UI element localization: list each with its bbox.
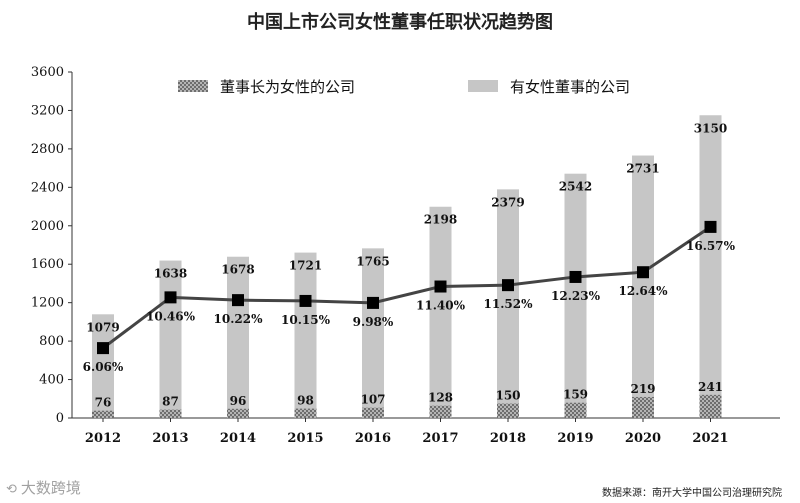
- ratio-line: [97, 220, 717, 355]
- x-tick-label: 2015: [287, 431, 323, 446]
- y-tick-label: 1600: [31, 257, 64, 272]
- ratio-label: 6.06%: [83, 360, 124, 374]
- ratio-label: 12.23%: [551, 289, 601, 303]
- ratio-label: 9.98%: [353, 315, 394, 329]
- data-label-women-director: 1079: [86, 320, 119, 334]
- bar-women-chair: [632, 396, 654, 418]
- x-tick-label: 2019: [557, 431, 593, 446]
- source-note: 数据来源：南开大学中国公司治理研究院: [602, 488, 782, 499]
- data-label-women-chair: 87: [162, 395, 179, 409]
- axes: 0 400 800 1200 1600 2000 2400 2800 3200 3600 2012 2…: [31, 65, 780, 446]
- bar-women-chair: [362, 407, 384, 418]
- x-tick-label: 2021: [692, 431, 728, 446]
- bar-women-director: [429, 206, 452, 418]
- x-tick-label: 2014: [220, 431, 256, 446]
- ratio-label: 11.52%: [484, 297, 534, 311]
- bar-women-director: [497, 189, 519, 418]
- bar-women-director: [362, 248, 384, 418]
- ratio-marker: [502, 279, 514, 292]
- data-labels: 1079 1638 1678 1721 1765 2198 2379 2542 2731 3150…: [83, 121, 736, 409]
- y-tick-label: 2000: [31, 219, 64, 234]
- y-tick-label: 2800: [31, 142, 64, 157]
- bar-women-chair: [92, 410, 114, 418]
- x-tick-label: 2020: [625, 431, 661, 446]
- y-tick-label: 3600: [31, 65, 64, 80]
- data-label-women-chair: 96: [230, 394, 247, 408]
- watermark-text: 大数跨境: [20, 479, 81, 497]
- legend-label-women-chair: 董事长为女性的公司: [220, 78, 355, 96]
- data-label-women-director: 2198: [424, 213, 457, 227]
- bar-women-chair: [429, 405, 452, 418]
- ratio-marker: [164, 291, 177, 304]
- data-label-women-director: 2379: [491, 195, 524, 209]
- data-label-women-director: 2542: [559, 180, 592, 194]
- ratio-marker: [434, 280, 447, 293]
- data-label-women-director: 3150: [694, 121, 727, 135]
- ratio-marker: [637, 266, 649, 279]
- y-tick-label: 1200: [31, 296, 64, 311]
- legend: 董事长为女性的公司 有女性董事的公司: [178, 78, 630, 96]
- bar-women-chair: [497, 403, 519, 418]
- bar-women-chair: [294, 408, 317, 418]
- watermark-logo-icon: ⟲: [6, 482, 17, 497]
- x-tick-label: 2018: [490, 431, 526, 446]
- ratio-label: 10.46%: [146, 309, 196, 323]
- data-label-women-chair: 219: [630, 382, 655, 396]
- legend-swatch-women-director: [468, 80, 498, 92]
- bar-women-director: [294, 252, 317, 418]
- ratio-label: 16.57%: [686, 239, 736, 253]
- data-label-women-chair: 107: [360, 393, 385, 407]
- data-label-women-chair: 241: [698, 380, 723, 394]
- data-label-women-director: 1638: [154, 267, 187, 281]
- chart-title: 中国上市公司女性董事任职状况趋势图: [247, 12, 553, 33]
- ratio-marker: [367, 296, 379, 309]
- y-tick-label: 400: [39, 373, 64, 388]
- data-label-women-director: 1678: [221, 263, 254, 277]
- bar-women-director: [92, 314, 114, 418]
- x-tick-label: 2017: [422, 431, 458, 446]
- data-label-women-director: 2731: [626, 162, 659, 176]
- ratio-label: 11.40%: [416, 299, 466, 313]
- legend-swatch-women-chair: [178, 80, 208, 92]
- ratio-label: 12.64%: [619, 284, 669, 298]
- y-tick-label: 2400: [31, 180, 64, 195]
- ratio-line-path: [102, 225, 712, 350]
- bar-women-chair: [159, 409, 182, 418]
- bar-women-chair: [564, 402, 587, 418]
- ratio-marker: [97, 342, 109, 355]
- y-tick-label: 3200: [31, 103, 64, 118]
- legend-label-women-director: 有女性董事的公司: [510, 78, 630, 96]
- data-label-women-chair: 159: [563, 388, 588, 402]
- watermark: ⟲ 大数跨境: [6, 477, 81, 498]
- ratio-label: 10.22%: [214, 312, 264, 326]
- ratio-marker: [232, 294, 244, 307]
- bar-women-director: [564, 173, 587, 418]
- ratio-label: 10.15%: [281, 313, 331, 327]
- x-tick-label: 2012: [85, 431, 121, 446]
- y-tick-label: 0: [56, 411, 64, 426]
- y-tick-label: 800: [39, 334, 64, 349]
- ratio-marker: [704, 220, 717, 233]
- data-label-women-chair: 128: [428, 391, 453, 405]
- bar-women-director: [699, 115, 722, 418]
- ratio-marker: [299, 294, 312, 307]
- data-label-women-chair: 76: [95, 396, 112, 410]
- ratio-marker: [569, 270, 582, 283]
- data-label-women-director: 1721: [289, 259, 322, 273]
- data-label-women-director: 1765: [356, 254, 389, 268]
- bar-women-director: [632, 155, 654, 418]
- bars: [92, 115, 722, 418]
- x-tick-label: 2013: [152, 431, 188, 446]
- bar-women-chair: [227, 408, 249, 418]
- data-label-women-chair: 98: [297, 394, 314, 408]
- bar-women-chair: [699, 394, 722, 418]
- x-tick-label: 2016: [355, 431, 391, 446]
- data-label-women-chair: 150: [495, 389, 520, 403]
